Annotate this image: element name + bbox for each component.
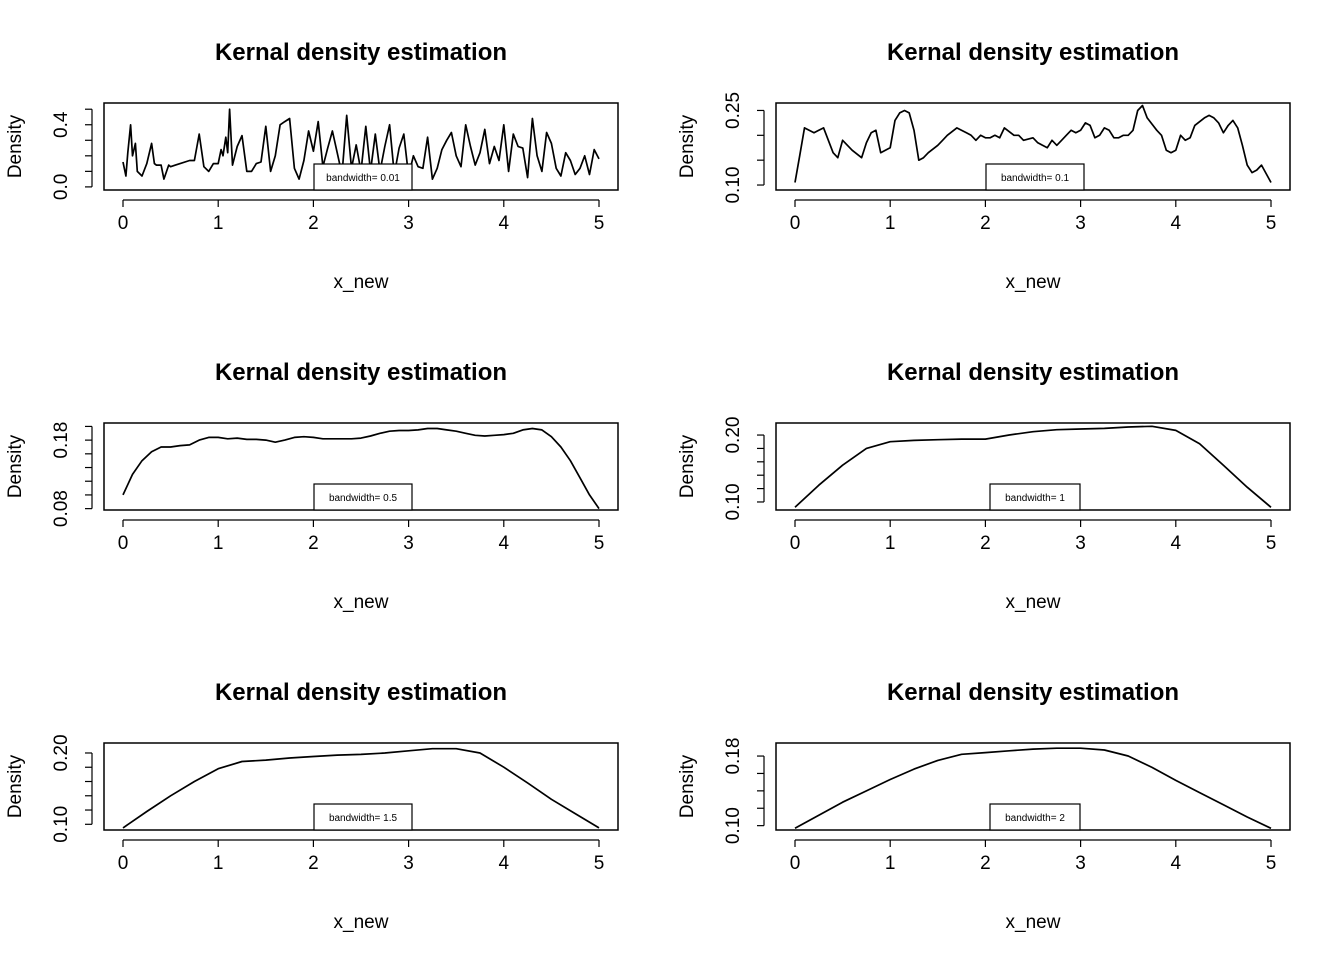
legend-box — [985, 163, 1085, 191]
legend-box — [313, 803, 413, 831]
density-line — [122, 108, 600, 180]
x-tick-label: 0 — [790, 533, 801, 554]
x-tick-label: 0 — [790, 213, 801, 234]
legend-text: bandwidth= 0.1 — [1001, 173, 1070, 184]
legend: bandwidth= 0.01 — [313, 163, 413, 191]
x-tick-label: 5 — [594, 213, 605, 234]
y-tick-label: 0.0 — [51, 174, 72, 200]
x-axis-label: x_new — [334, 912, 389, 933]
x-tick-label: 2 — [308, 213, 319, 234]
chart-panel-2: Kernal density estimation 0 1 2 3 4 5 x_new 0.10… — [677, 39, 1291, 293]
chart-title: Kernal density estimation — [215, 679, 507, 706]
legend: bandwidth= 0.5 — [313, 483, 413, 511]
x-axis-label: x_new — [334, 272, 389, 293]
legend: bandwidth= 2 — [989, 803, 1081, 831]
x-tick-label: 3 — [403, 853, 414, 874]
legend-text: bandwidth= 1 — [1005, 493, 1065, 504]
x-tick-label: 4 — [1171, 213, 1182, 234]
y-axis-label: Density — [677, 754, 698, 818]
x-tick-label: 3 — [403, 533, 414, 554]
x-tick-label: 2 — [980, 533, 991, 554]
x-axis-label: x_new — [1006, 592, 1061, 613]
density-line — [122, 427, 600, 510]
x-tick-label: 1 — [213, 853, 224, 874]
y-tick-label: 0.18 — [723, 738, 744, 775]
y-axis-label: Density — [5, 114, 26, 178]
density-line — [794, 425, 1272, 508]
x-tick-label: 4 — [1171, 533, 1182, 554]
x-tick-label: 5 — [1266, 853, 1277, 874]
chart-panel-6: Kernal density estimation 0 1 2 3 4 5 x_new 0.10… — [677, 679, 1291, 933]
x-axis-label: x_new — [1006, 272, 1061, 293]
y-tick-label: 0.18 — [51, 422, 72, 459]
legend: bandwidth= 1 — [989, 483, 1081, 511]
x-tick-label: 4 — [499, 853, 510, 874]
legend: bandwidth= 1.5 — [313, 803, 413, 831]
x-tick-label: 4 — [499, 533, 510, 554]
chart-panel-3: Kernal density estimation 0 1 2 3 4 5 x_new 0.08… — [5, 359, 619, 613]
chart-title: Kernal density estimation — [215, 359, 507, 386]
x-tick-label: 1 — [885, 213, 896, 234]
legend-box — [989, 483, 1081, 511]
y-axis-label: Density — [677, 114, 698, 178]
y-axis-label: Density — [5, 754, 26, 818]
x-tick-label: 3 — [403, 213, 414, 234]
legend-box — [989, 803, 1081, 831]
legend-text: bandwidth= 0.5 — [329, 493, 398, 504]
legend-box — [313, 483, 413, 511]
x-tick-label: 0 — [118, 853, 129, 874]
chart-panel-4: Kernal density estimation 0 1 2 3 4 5 x_new 0.10… — [677, 359, 1291, 613]
legend-text: bandwidth= 1.5 — [329, 813, 398, 824]
legend-text: bandwidth= 0.01 — [326, 173, 400, 184]
chart-title: Kernal density estimation — [215, 39, 507, 66]
x-tick-label: 5 — [594, 853, 605, 874]
x-tick-label: 2 — [308, 853, 319, 874]
x-tick-label: 0 — [118, 533, 129, 554]
y-tick-label: 0.10 — [723, 483, 744, 520]
legend-text: bandwidth= 2 — [1005, 813, 1065, 824]
x-tick-label: 5 — [594, 533, 605, 554]
x-tick-label: 1 — [885, 533, 896, 554]
x-tick-label: 4 — [1171, 853, 1182, 874]
density-line — [122, 747, 600, 829]
y-tick-label: 0.10 — [723, 167, 744, 204]
x-tick-label: 2 — [980, 853, 991, 874]
y-tick-label: 0.10 — [723, 807, 744, 844]
x-axis-label: x_new — [1006, 912, 1061, 933]
y-tick-label: 0.20 — [51, 734, 72, 771]
y-axis-label: Density — [677, 434, 698, 498]
chart-panel-1: Kernal density estimation 0 1 2 3 4 5 x_new 0.0 0… — [5, 39, 619, 293]
x-tick-label: 1 — [213, 533, 224, 554]
x-tick-label: 2 — [308, 533, 319, 554]
x-axis-label: x_new — [334, 592, 389, 613]
density-line — [794, 104, 1272, 183]
y-axis-label: Density — [5, 434, 26, 498]
y-tick-label: 0.08 — [51, 490, 72, 527]
y-tick-label: 0.20 — [723, 417, 744, 454]
x-tick-label: 3 — [1075, 853, 1086, 874]
y-tick-label: 0.10 — [51, 806, 72, 843]
x-tick-label: 3 — [1075, 213, 1086, 234]
y-tick-label: 0.4 — [51, 111, 72, 138]
chart-title: Kernal density estimation — [887, 359, 1179, 386]
x-tick-label: 3 — [1075, 533, 1086, 554]
chart-title: Kernal density estimation — [887, 679, 1179, 706]
density-line — [794, 747, 1272, 830]
y-tick-label: 0.25 — [723, 92, 744, 129]
x-tick-label: 1 — [213, 213, 224, 234]
legend: bandwidth= 0.1 — [985, 163, 1085, 191]
x-tick-label: 5 — [1266, 533, 1277, 554]
x-tick-label: 1 — [885, 853, 896, 874]
legend-box — [313, 163, 413, 191]
x-tick-label: 5 — [1266, 213, 1277, 234]
chart-title: Kernal density estimation — [887, 39, 1179, 66]
chart-panel-5: Kernal density estimation 0 1 2 3 4 5 x_new 0.10… — [5, 679, 619, 933]
x-tick-label: 0 — [790, 853, 801, 874]
x-tick-label: 2 — [980, 213, 991, 234]
x-tick-label: 0 — [118, 213, 129, 234]
x-tick-label: 4 — [499, 213, 510, 234]
